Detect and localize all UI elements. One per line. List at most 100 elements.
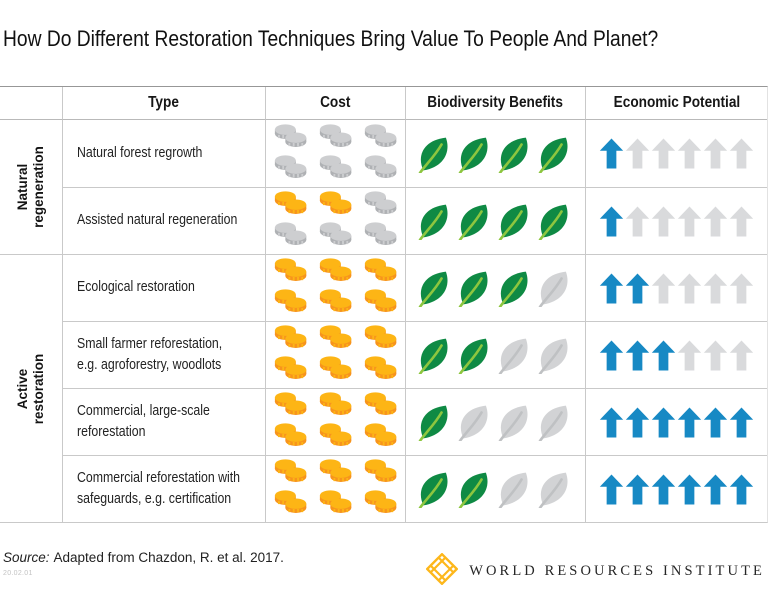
coin-stack-icon — [274, 356, 306, 379]
arrow-up-icon — [625, 407, 650, 437]
leaf-icon — [458, 204, 488, 240]
coin-stack-icon — [319, 325, 351, 348]
leaf-icon — [538, 204, 568, 240]
biodiversity-rating-cell — [405, 120, 585, 187]
icon-set — [599, 474, 754, 505]
arrow-up-icon — [677, 206, 702, 236]
coin-stack-icon — [319, 222, 351, 245]
arrow-up-icon — [703, 340, 728, 370]
leaf-icon — [498, 405, 528, 441]
row-type-cell: Natural forest regrowth — [62, 120, 265, 187]
coin-stack-icon — [274, 191, 306, 214]
biodiversity-rating-cell — [405, 388, 585, 455]
arrow-up-icon — [599, 206, 624, 236]
icon-set — [272, 392, 400, 452]
coin-stack-icon — [364, 356, 396, 379]
arrow-up-icon — [651, 273, 676, 303]
icon-set — [417, 470, 574, 508]
leaf-icon — [538, 472, 568, 508]
arrow-up-icon — [703, 273, 728, 303]
row-type-cell: Ecological restoration — [62, 254, 265, 321]
arrow-up-icon — [651, 474, 676, 504]
economic-rating-cell — [585, 455, 767, 522]
leaf-icon — [418, 204, 448, 240]
economic-rating-cell — [585, 120, 767, 187]
wri-logo: WORLD RESOURCES INSTITUTE — [425, 552, 765, 590]
technique-label: Natural forest regrowth — [77, 144, 203, 161]
coin-stack-icon — [364, 222, 396, 245]
source-text: Adapted from Chazdon, R. et al. 2017. — [53, 550, 284, 565]
economic-rating-cell — [585, 254, 767, 321]
leaf-icon — [538, 405, 568, 441]
version-label: 20.02.01 — [3, 570, 33, 577]
row-type-cell: Small farmer reforestation, e.g. agrofor… — [62, 321, 265, 388]
cost-rating-cell — [265, 455, 405, 522]
leaf-icon — [498, 472, 528, 508]
technique-label: Ecological restoration — [77, 279, 195, 296]
source-block: Source: Adapted from Chazdon, R. et al. 2… — [3, 550, 284, 577]
arrow-up-icon — [677, 273, 702, 303]
icon-set — [599, 273, 754, 304]
arrow-up-icon — [625, 206, 650, 236]
arrow-up-icon — [677, 138, 702, 169]
row-group-label: Active restoration — [15, 353, 46, 424]
coin-stack-icon — [364, 423, 396, 446]
coin-stack-icon — [364, 392, 396, 415]
row-group-cell-natural: Natural regeneration — [0, 120, 62, 254]
cost-rating-cell — [265, 321, 405, 388]
coin-stack-icon — [319, 191, 351, 214]
arrow-up-icon — [703, 474, 728, 504]
arrow-up-icon — [625, 273, 650, 303]
page-title: How Do Different Restoration Techniques … — [3, 26, 659, 51]
icon-set — [599, 138, 754, 169]
economic-rating-cell — [585, 388, 767, 455]
restoration-table: Type Cost Biodiversity Benefits Economic… — [0, 86, 768, 523]
leaf-icon — [498, 137, 528, 173]
header-corner-cell — [0, 87, 62, 120]
arrow-up-icon — [703, 138, 728, 169]
icon-set — [272, 191, 400, 251]
icon-set — [417, 269, 574, 307]
coin-stack-icon — [274, 490, 306, 513]
leaf-icon — [538, 137, 568, 173]
leaf-icon — [498, 204, 528, 240]
leaf-icon — [538, 338, 568, 374]
coin-stack-icon — [319, 289, 351, 312]
arrow-up-icon — [729, 474, 754, 504]
arrow-up-icon — [729, 138, 754, 169]
coin-stack-icon — [274, 423, 306, 446]
arrow-up-icon — [677, 474, 702, 504]
column-header-type: Type — [62, 87, 265, 120]
row-type-cell: Assisted natural regeneration — [62, 187, 265, 254]
icon-set — [272, 258, 400, 318]
coin-stack-icon — [319, 356, 351, 379]
coin-stack-icon — [319, 490, 351, 513]
coin-stack-icon — [364, 123, 396, 147]
arrow-up-icon — [729, 340, 754, 370]
technique-label: Assisted natural regeneration — [77, 212, 238, 229]
wri-lattice-glyph — [425, 552, 459, 586]
source-prefix: Source: — [3, 550, 50, 565]
coin-stack-icon — [364, 289, 396, 312]
column-header-cost: Cost — [265, 87, 405, 120]
technique-label: Small farmer reforestation, e.g. agrofor… — [77, 335, 223, 373]
coin-stack-icon — [274, 325, 306, 348]
row-type-cell: Commercial reforestation with safeguards… — [62, 455, 265, 522]
leaf-icon — [538, 271, 568, 307]
arrow-up-icon — [651, 206, 676, 236]
technique-label: Commercial, large-scale reforestation — [77, 402, 210, 440]
source-line: Source: Adapted from Chazdon, R. et al. 2… — [3, 550, 284, 565]
column-header-biodiversity-label: Biodiversity Benefits — [427, 94, 564, 111]
column-header-type-label: Type — [148, 94, 180, 111]
footer: Source: Adapted from Chazdon, R. et al. 2… — [0, 550, 768, 590]
arrow-up-icon — [625, 474, 650, 504]
coin-stack-icon — [319, 258, 351, 281]
column-header-cost-label: Cost — [320, 94, 351, 111]
coin-stack-icon — [274, 289, 306, 312]
row-type-cell: Commercial, large-scale reforestation — [62, 388, 265, 455]
coin-stack-icon — [274, 123, 306, 147]
arrow-up-icon — [651, 340, 676, 370]
coin-stack-icon — [319, 123, 351, 147]
arrow-up-icon — [599, 273, 624, 303]
economic-rating-cell — [585, 187, 767, 254]
